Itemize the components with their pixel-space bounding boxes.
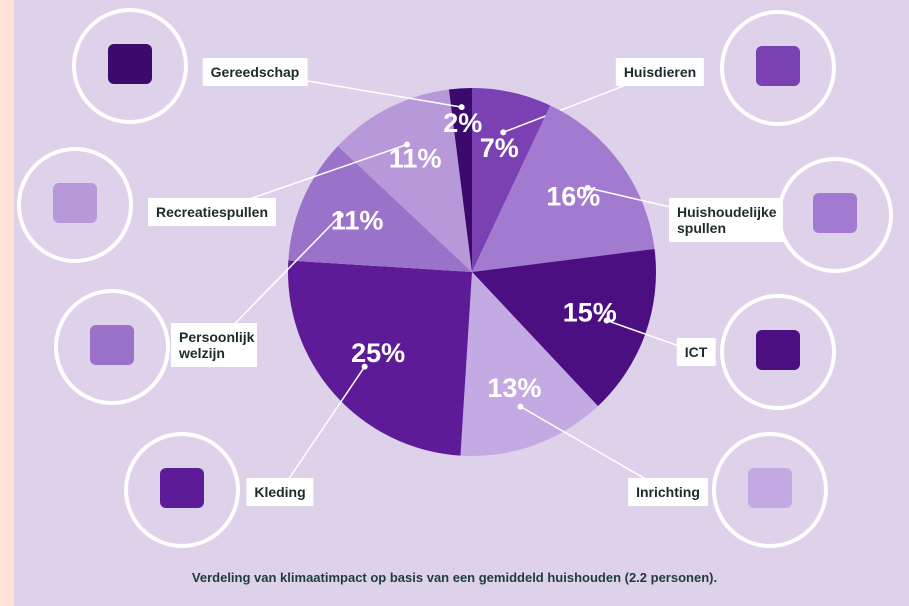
icon-shape — [756, 330, 800, 370]
icon-shape — [90, 325, 134, 365]
value-label: 25% — [351, 338, 405, 368]
icon-shape — [108, 44, 152, 84]
category-label: Huisdieren — [616, 58, 704, 86]
value-label: 11% — [389, 144, 442, 174]
category-label: Persoonlijk welzijn — [171, 323, 257, 367]
infographic: 7%16%15%13%25%11%11%2% Verdeling van kli… — [0, 0, 909, 606]
category-label: Inrichting — [628, 478, 708, 506]
icon-shape — [748, 468, 792, 508]
category-label: Gereedschap — [203, 58, 308, 86]
category-label: Recreatiespullen — [148, 198, 276, 226]
value-label: 7% — [480, 133, 519, 163]
category-label: ICT — [677, 338, 716, 366]
icon-shape — [756, 46, 800, 86]
value-label: 13% — [487, 373, 541, 403]
caption: Verdeling van klimaatimpact op basis van… — [0, 570, 909, 585]
icon-shape — [160, 468, 204, 508]
category-label: Kleding — [246, 478, 313, 506]
value-label: 15% — [563, 298, 617, 328]
value-label: 11% — [331, 205, 384, 235]
value-label: 16% — [546, 182, 600, 212]
chart: 7%16%15%13%25%11%11%2% — [0, 0, 909, 606]
value-label: 2% — [443, 108, 482, 138]
leader-dot — [517, 404, 523, 410]
icon-shape — [53, 183, 97, 223]
category-label: Huishoudelijke spullen — [669, 198, 783, 242]
icon-shape — [813, 193, 857, 233]
leader-line — [280, 367, 365, 492]
